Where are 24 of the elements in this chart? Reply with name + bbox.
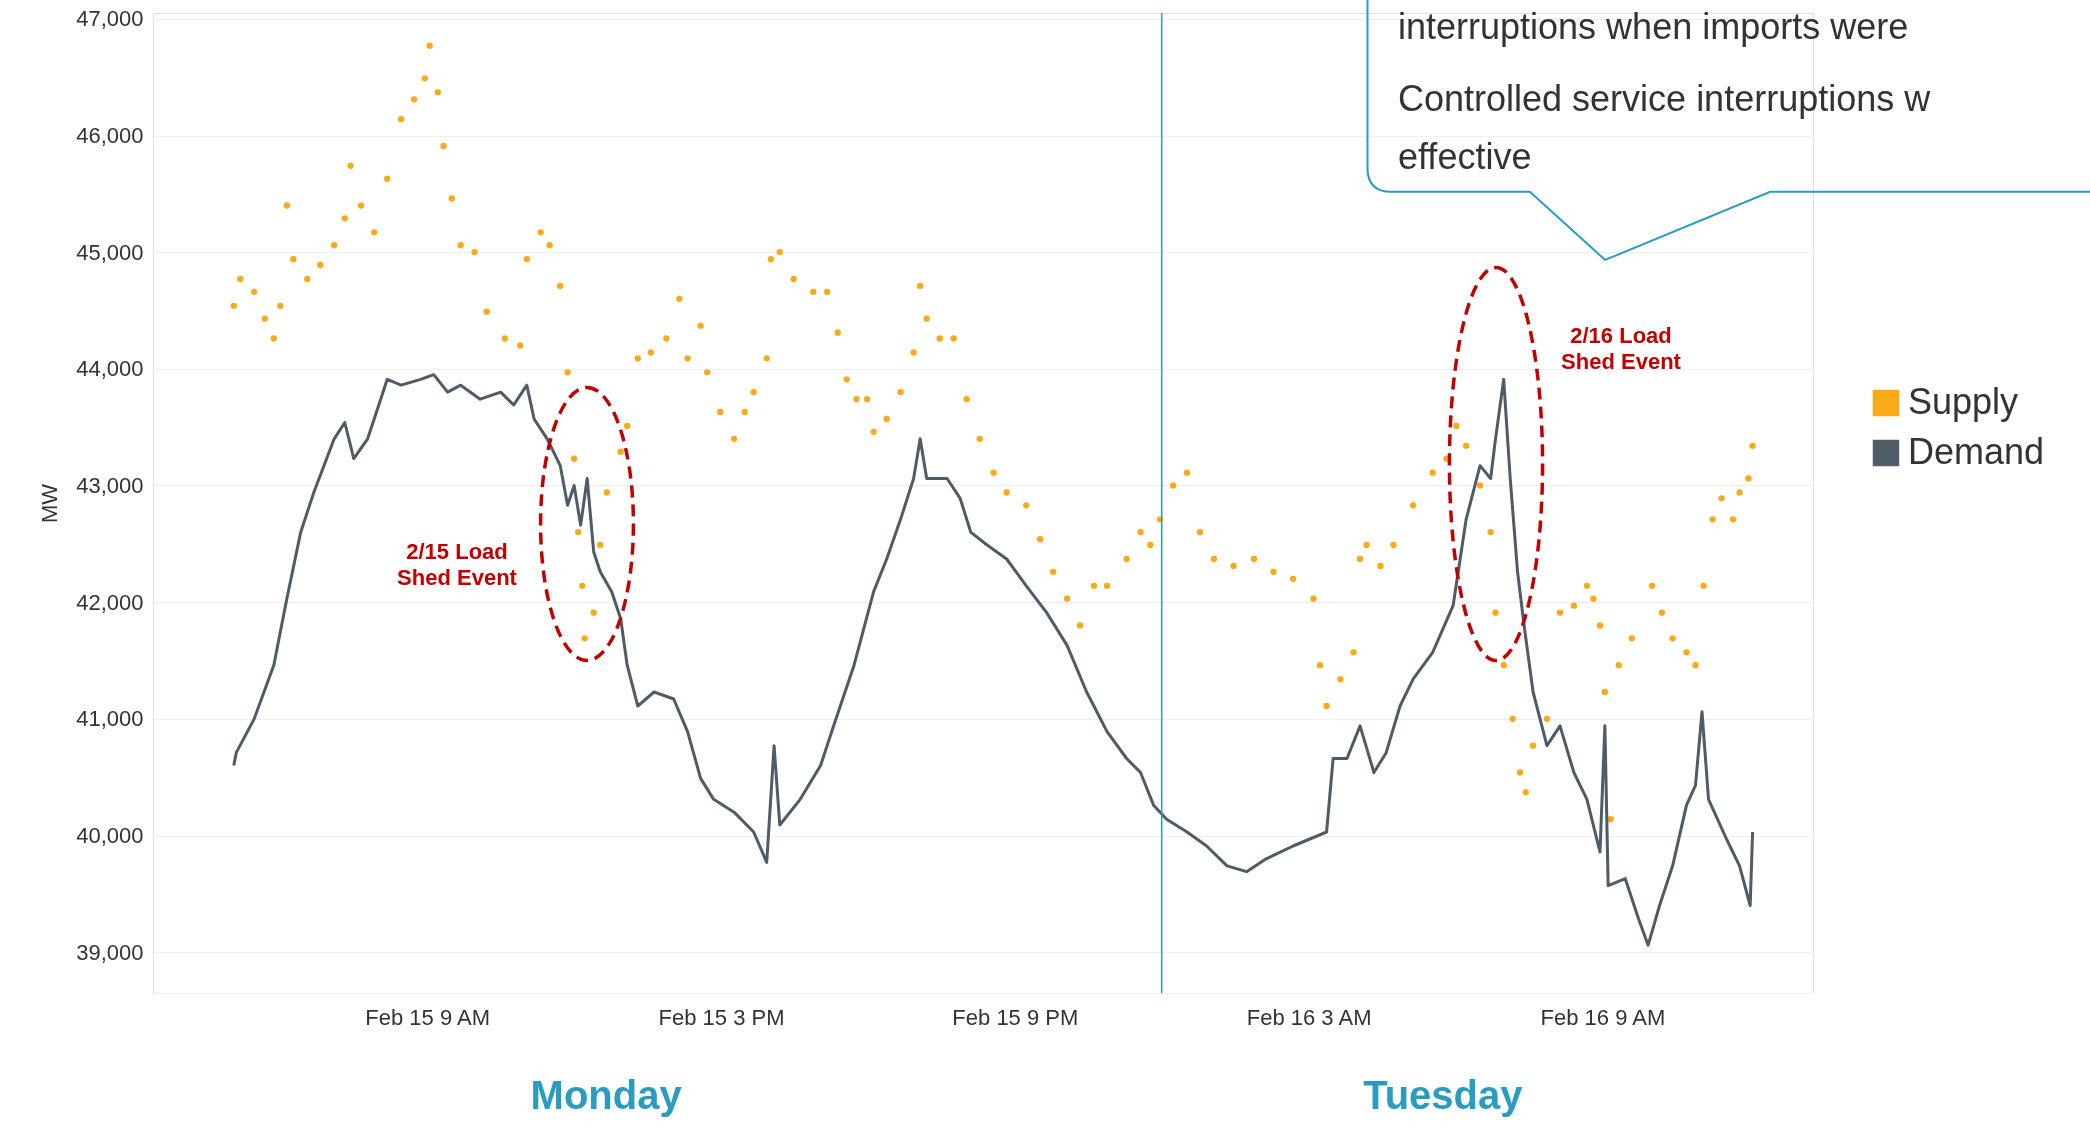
y-tick-label: 47,000 xyxy=(76,6,144,32)
annotation: Controlled service interruptions w xyxy=(1398,78,1932,119)
x-tick-label: Feb 15 3 PM xyxy=(658,1004,785,1030)
y-axis-title: MW xyxy=(37,483,63,524)
annotation: 2/15 Load Shed Event xyxy=(397,539,518,590)
y-tick-label: 40,000 xyxy=(76,823,144,848)
x-tick-label: Feb 15 9 AM xyxy=(365,1004,491,1030)
annotation: effective xyxy=(1398,136,1532,177)
x-tick-label: Feb 16 3 AM xyxy=(1246,1004,1372,1030)
y-tick-label: 42,000 xyxy=(76,589,144,615)
y-tick-label: 41,000 xyxy=(76,706,144,732)
y-tick-label: 43,000 xyxy=(76,473,144,498)
text: Monday xyxy=(530,1073,683,1117)
text: Tuesday xyxy=(1363,1073,1524,1117)
y-tick-label: 39,000 xyxy=(76,939,144,965)
annotation: 2/16 Load Shed Event xyxy=(1561,323,1682,374)
legend-label: Supply xyxy=(1908,381,2019,422)
y-tick-label: 46,000 xyxy=(76,123,144,148)
y-tick-label: 45,000 xyxy=(76,239,144,265)
legend-label: Demand xyxy=(1908,431,2045,472)
y-tick-label: 44,000 xyxy=(76,356,144,382)
x-tick-label: Feb 16 9 AM xyxy=(1540,1004,1666,1030)
annotation: interruptions when imports were xyxy=(1398,6,1909,47)
x-tick-label: Feb 15 9 PM xyxy=(952,1004,1079,1030)
